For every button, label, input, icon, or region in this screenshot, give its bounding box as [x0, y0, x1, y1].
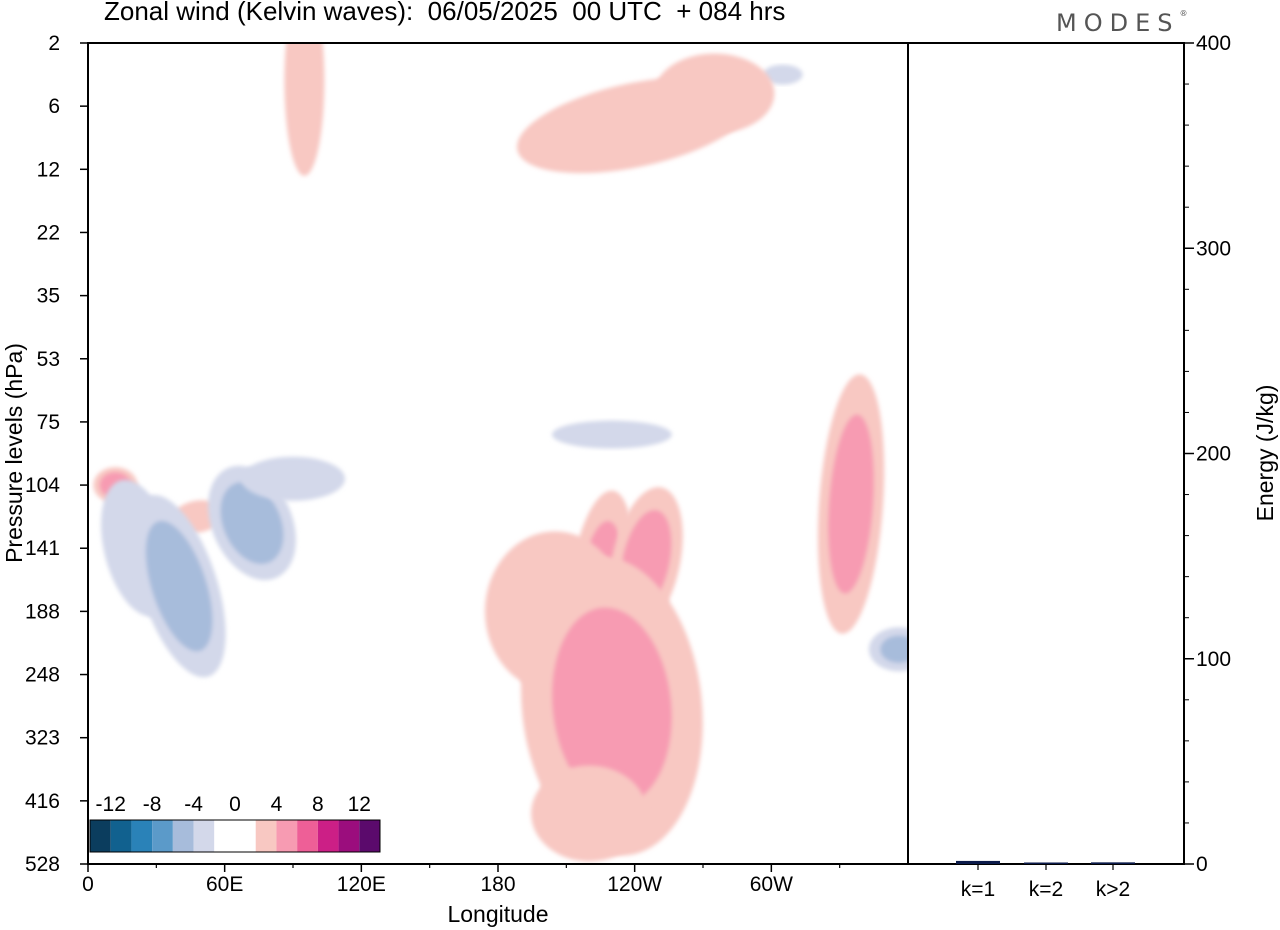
contour-band: [145, 520, 213, 652]
colorbar-label: -8: [143, 793, 162, 816]
y-axis-label: Pressure levels (hPa): [1, 343, 27, 563]
energy-bar: [1091, 862, 1135, 864]
wind-anomaly: [531, 765, 648, 862]
colorbar-swatch: [90, 820, 111, 852]
y-tick-label: 53: [37, 348, 60, 371]
modes-logo: MODES®: [1056, 9, 1188, 37]
contour-band: [551, 607, 672, 805]
colorbar-swatch: [359, 820, 380, 852]
energy-tick-label: 400: [1196, 32, 1231, 55]
energy-bar: [1024, 862, 1068, 864]
colorbar-swatch: [338, 820, 360, 852]
colorbar-label: 12: [348, 793, 371, 816]
y-tick-label: 2: [48, 32, 60, 55]
colorbar-swatch: [297, 820, 318, 852]
colorbar-swatch: [193, 820, 215, 852]
energy-plot-border: [907, 42, 1185, 865]
energy-category-label: k=2: [1029, 878, 1063, 901]
x-tick-label: 120W: [607, 873, 662, 896]
x-tick-label: 120E: [337, 873, 386, 896]
y-tick-label: 528: [25, 853, 60, 876]
colorbar-border: [89, 819, 381, 853]
x-tick-label: 180: [480, 873, 515, 896]
y-tick-label: 188: [25, 600, 60, 623]
colorbar-swatch: [152, 820, 173, 852]
contour-band: [220, 481, 284, 564]
colorbar-swatch: [214, 820, 235, 852]
wind-anomaly: [551, 420, 672, 449]
energy-tick-label: 300: [1196, 237, 1231, 260]
wind-anomaly: [762, 64, 803, 85]
wind-anomaly: [654, 53, 775, 134]
chart-title: Zonal wind (Kelvin waves): 06/05/2025 00…: [104, 0, 786, 26]
energy-panel: 0 100 200 300 400 k=1 k=2 k>2: [956, 32, 1231, 901]
y-tick-label: 22: [37, 221, 60, 244]
colorbar-swatch: [172, 820, 194, 852]
wind-anomaly: [241, 456, 345, 501]
energy-tick-label: 100: [1196, 648, 1231, 671]
colorbar-label: 0: [229, 793, 241, 816]
contour-band: [531, 765, 648, 862]
x-tick-label: 60E: [206, 873, 243, 896]
contour-band: [551, 420, 672, 449]
y-tick-label: 75: [37, 411, 60, 434]
colorbar-swatch: [276, 820, 298, 852]
y-tick-label: 12: [37, 158, 60, 181]
contour-band: [241, 456, 345, 501]
energy-bar: [956, 860, 1000, 864]
wind-anomaly: [868, 627, 908, 672]
colorbar-swatch: [110, 820, 132, 852]
energy-category-label: k>2: [1096, 878, 1130, 901]
wind-anomaly: [284, 43, 325, 176]
y-tick-label: 323: [25, 727, 60, 750]
colorbar-label: 4: [271, 793, 283, 816]
colorbar-swatch: [235, 820, 256, 852]
y-axis: 2 6 12 22 35 53 75 104 141 188 248 323 416 528: [25, 32, 88, 876]
colorbar-label: -12: [96, 793, 126, 816]
colorbar: -12 -8 -4 0 4 8 12: [89, 793, 381, 853]
y-tick-label: 141: [25, 537, 60, 560]
main-plot-border: [87, 42, 909, 865]
contour-band: [654, 53, 775, 134]
x-tick-label: 0: [82, 873, 94, 896]
energy-tick-label: 0: [1196, 853, 1208, 876]
colorbar-label: -4: [184, 793, 203, 816]
y-tick-label: 104: [25, 474, 60, 497]
y-tick-label: 248: [25, 664, 60, 687]
x-axis: 0 60E 120E 180 120W 60W: [82, 864, 841, 896]
wind-anomaly: [132, 495, 226, 678]
colorbar-swatch: [317, 820, 339, 852]
energy-axis-label: Energy (J/kg): [1252, 385, 1278, 522]
wind-field: [93, 43, 908, 862]
colorbar-swatch: [255, 820, 277, 852]
y-tick-label: 416: [25, 790, 60, 813]
energy-category-label: k=1: [961, 878, 995, 901]
x-tick-label: 60W: [750, 873, 793, 896]
energy-tick-label: 200: [1196, 443, 1231, 466]
contour-band: [880, 635, 908, 663]
y-tick-label: 6: [48, 95, 60, 118]
colorbar-label: 8: [312, 793, 324, 816]
colorbar-swatch: [131, 820, 153, 852]
x-axis-label: Longitude: [447, 901, 548, 927]
contour-band: [828, 414, 874, 594]
y-tick-label: 35: [37, 285, 60, 308]
wind-anomaly: [817, 374, 885, 634]
contour-band: [284, 43, 325, 176]
contour-band: [762, 64, 803, 85]
